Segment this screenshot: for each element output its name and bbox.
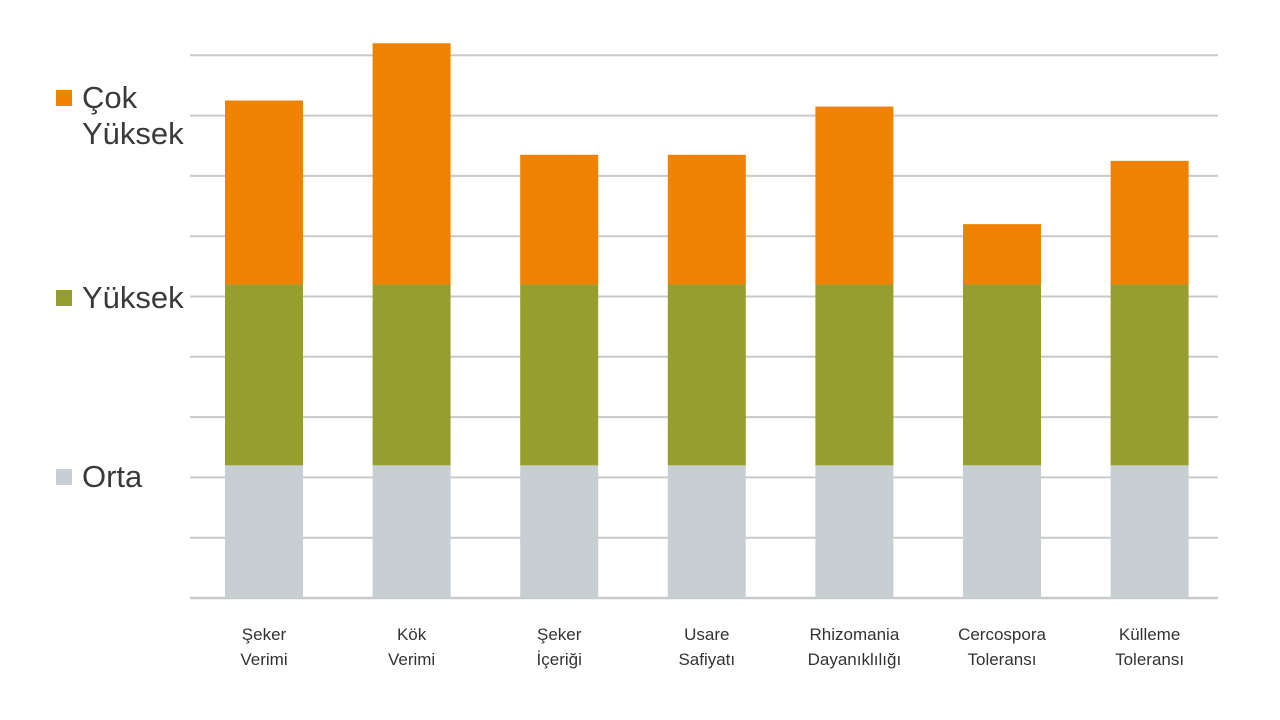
legend-label-yuksek: Yüksek bbox=[82, 280, 184, 315]
x-tick-label: Usare Safiyatı bbox=[678, 625, 735, 669]
x-tick-label: Külleme Toleransı bbox=[1115, 625, 1184, 669]
x-tick-label: Şeker Verimi bbox=[240, 625, 287, 669]
bar-segment-cok-yuksek bbox=[667, 154, 746, 285]
x-tick-label: Rhizomania Dayanıklılığı bbox=[808, 625, 902, 669]
bar-segment-orta bbox=[667, 465, 746, 598]
x-tick-label-line: Külleme bbox=[1119, 625, 1180, 644]
legend-label-cok-yuksek: Çok Yüksek bbox=[82, 80, 184, 152]
legend-swatch-orta bbox=[56, 469, 72, 485]
bar-segment-cok-yuksek bbox=[225, 100, 303, 285]
bar-segment-orta bbox=[815, 465, 894, 598]
legend-label-line: Yüksek bbox=[82, 116, 184, 151]
x-tick-label-line: Verimi bbox=[240, 650, 287, 669]
x-tick-label: Cercospora Toleransı bbox=[958, 625, 1046, 669]
bar-segment-orta bbox=[225, 465, 303, 598]
x-tick-label: Şeker İçeriği bbox=[537, 625, 582, 669]
x-tick-label-line: Kök bbox=[397, 625, 427, 644]
bar-segment-yuksek bbox=[963, 284, 1041, 466]
bar-segment-orta bbox=[1110, 465, 1189, 598]
bars bbox=[225, 43, 1189, 598]
bar-segment-orta bbox=[963, 465, 1041, 598]
x-tick-label-line: Şeker bbox=[242, 625, 287, 644]
bar-segment-orta bbox=[372, 465, 451, 598]
x-tick-label-line: Toleransı bbox=[1115, 650, 1184, 669]
x-tick-label-line: Şeker bbox=[537, 625, 582, 644]
bar-segment-cok-yuksek bbox=[372, 43, 451, 285]
bar-segment-yuksek bbox=[815, 284, 894, 466]
bar-segment-yuksek bbox=[667, 284, 746, 466]
x-tick-label: Kök Verimi bbox=[388, 625, 435, 669]
x-tick-label-line: Rhizomania bbox=[810, 625, 900, 644]
bar-segment-yuksek bbox=[225, 284, 303, 466]
bar-segment-cok-yuksek bbox=[963, 224, 1041, 285]
bar-segment-orta bbox=[520, 465, 599, 598]
bar-segment-cok-yuksek bbox=[1110, 160, 1189, 285]
legend-label-orta: Orta bbox=[82, 459, 143, 494]
legend-swatch-yuksek bbox=[56, 290, 72, 306]
x-tick-label-line: Usare bbox=[684, 625, 729, 644]
x-tick-label-line: Safiyatı bbox=[678, 650, 735, 669]
legend-swatch-cok-yuksek bbox=[56, 90, 72, 106]
bar-segment-yuksek bbox=[372, 284, 451, 466]
legend-label-line: Çok bbox=[82, 80, 138, 115]
x-tick-label-line: Verimi bbox=[388, 650, 435, 669]
x-tick-label-line: İçeriği bbox=[537, 650, 582, 669]
bar-segment-cok-yuksek bbox=[520, 154, 599, 285]
x-tick-label-line: Toleransı bbox=[968, 650, 1037, 669]
bar-segment-yuksek bbox=[520, 284, 599, 466]
bar-segment-cok-yuksek bbox=[815, 106, 894, 285]
x-tick-label-line: Cercospora bbox=[958, 625, 1046, 644]
x-tick-labels: Şeker Verimi Kök Verimi Şeker İçeriği Usare Saf… bbox=[240, 625, 1184, 669]
x-tick-label-line: Dayanıklılığı bbox=[808, 650, 902, 669]
bar-segment-yuksek bbox=[1110, 284, 1189, 466]
